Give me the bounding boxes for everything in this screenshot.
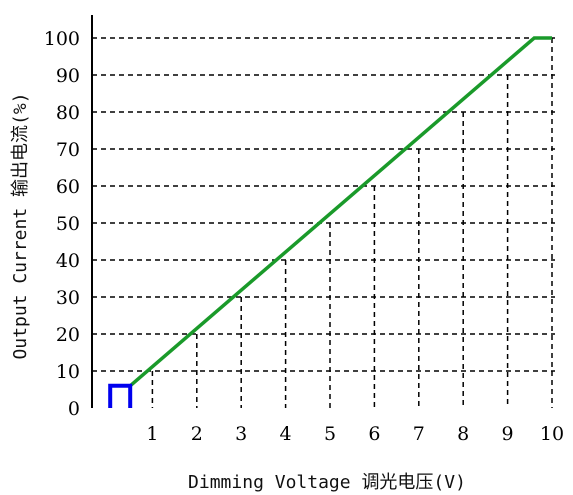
x-tick-label: 9 <box>502 423 514 445</box>
y-tick-labels: 0 10 20 30 40 50 60 70 80 90 100 <box>44 28 80 420</box>
y-tick-label: 50 <box>56 213 80 235</box>
x-axis-title: Dimming Voltage 调光电压(V) <box>188 472 466 493</box>
x-tick-label: 1 <box>146 423 158 445</box>
y-tick-label: 100 <box>44 28 80 50</box>
x-tick-label: 6 <box>368 423 380 445</box>
y-tick-label: 40 <box>56 250 80 272</box>
x-tick-label: 5 <box>324 423 336 445</box>
y-tick-label: 90 <box>56 65 80 87</box>
x-tick-label: 3 <box>235 423 247 445</box>
x-tick-label: 2 <box>191 423 203 445</box>
y-tick-label: 60 <box>56 176 80 198</box>
y-tick-label: 30 <box>56 287 80 309</box>
x-tick-labels: 1 2 3 4 5 6 7 8 9 10 <box>146 423 564 445</box>
x-tick-label: 4 <box>280 423 292 445</box>
grid-horizontal-lines <box>92 37 555 372</box>
series-group <box>108 36 552 408</box>
x-tick-label: 7 <box>413 423 425 445</box>
y-tick-label: 10 <box>56 361 80 383</box>
y-tick-label: 80 <box>56 102 80 124</box>
series-line-dimming-curve <box>129 36 552 388</box>
x-tick-label: 10 <box>540 423 564 445</box>
y-axis-title: Output Current 输出电流(%) <box>10 92 31 359</box>
y-tick-label: 20 <box>56 324 80 346</box>
y-tick-label: 70 <box>56 139 80 161</box>
y-tick-label: 0 <box>68 398 80 420</box>
x-tick-label: 8 <box>457 423 469 445</box>
series-line-low-voltage-step <box>108 383 133 408</box>
